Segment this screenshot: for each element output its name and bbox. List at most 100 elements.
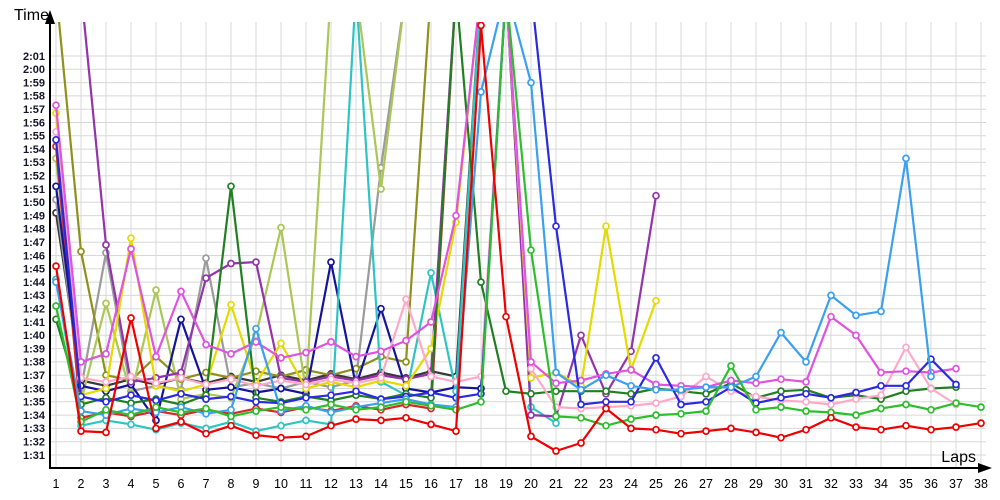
data-point-marker (277, 376, 285, 385)
x-tick-label: 23 (599, 477, 613, 491)
x-axis-tick-labels: 1 2 3 4 5 6 7 8 9 10 11 12 13 14 15 16 17 18 19 20 21 22 23 24 2… (53, 477, 988, 491)
data-point-marker (527, 246, 535, 255)
x-tick-label: 22 (574, 477, 588, 491)
x-tick-label: 14 (374, 477, 388, 491)
data-point-marker (377, 374, 385, 382)
data-point-marker (427, 372, 435, 381)
data-point-marker (977, 403, 985, 411)
data-point-marker (852, 395, 860, 403)
y-tick-label: 1:52 (23, 171, 45, 183)
x-tick-label: 33 (849, 477, 863, 491)
data-point-marker (152, 286, 160, 294)
data-point-marker (202, 429, 210, 438)
data-point-marker (277, 339, 285, 348)
data-point-marker (727, 376, 735, 385)
data-point-marker (602, 387, 610, 396)
data-point-marker (577, 331, 585, 340)
data-point-marker (127, 404, 135, 413)
data-point-marker (727, 362, 735, 370)
x-tick-label: 36 (924, 477, 938, 491)
data-point-marker (702, 397, 710, 406)
data-point-marker (227, 300, 235, 309)
data-point-marker (777, 393, 785, 402)
data-point-marker (102, 299, 110, 308)
x-tick-label: 32 (824, 477, 838, 491)
x-tick-label: 30 (774, 477, 788, 491)
x-tick-label: 37 (949, 477, 963, 491)
x-tick-label: 26 (674, 477, 688, 491)
x-tick-label: 21 (549, 477, 563, 491)
data-point-marker (577, 413, 585, 422)
data-point-marker (177, 374, 185, 382)
data-point-marker (602, 397, 610, 406)
data-point-marker (202, 254, 210, 263)
data-point-marker (102, 350, 110, 358)
x-tick-label: 15 (399, 477, 413, 491)
data-point-marker (227, 375, 235, 384)
data-point-marker (77, 247, 85, 256)
data-point-marker (227, 405, 235, 414)
data-point-marker (677, 409, 685, 418)
data-point-marker (777, 433, 785, 442)
data-point-marker (777, 375, 785, 384)
x-tick-label: 10 (274, 477, 288, 491)
data-point-marker (602, 404, 610, 413)
data-point-marker (652, 399, 660, 407)
data-point-marker (902, 400, 910, 409)
x-tick-label: 24 (624, 477, 638, 491)
data-point-marker (652, 296, 660, 305)
data-point-marker (777, 328, 785, 337)
y-tick-label: 1:37 (23, 370, 45, 382)
data-point-marker (602, 371, 610, 380)
data-point-marker (727, 383, 735, 392)
data-point-marker (302, 405, 310, 414)
data-point-marker (602, 421, 610, 430)
data-point-marker (952, 423, 960, 431)
y-tick-label: 1:44 (23, 277, 46, 289)
data-point-marker (327, 408, 335, 417)
data-point-marker (227, 259, 235, 268)
x-tick-label: 27 (699, 477, 713, 491)
data-point-marker (277, 433, 285, 442)
data-point-marker (827, 413, 835, 422)
data-point-marker (202, 395, 210, 403)
y-tick-label: 1:53 (23, 157, 45, 169)
data-point-marker (827, 400, 835, 409)
data-point-marker (652, 411, 660, 419)
y-tick-label: 1:58 (23, 91, 45, 103)
data-point-marker (327, 400, 335, 409)
data-point-marker (677, 400, 685, 409)
data-point-marker (52, 302, 60, 310)
data-point-marker (277, 354, 285, 362)
data-point-marker (227, 350, 235, 358)
data-point-marker (252, 338, 260, 346)
data-point-marker (627, 415, 635, 423)
y-tick-label: 1:48 (23, 224, 45, 236)
data-point-marker (302, 393, 310, 402)
data-point-marker (102, 405, 110, 414)
x-tick-label: 29 (749, 477, 763, 491)
data-point-marker (102, 378, 110, 386)
data-point-marker (252, 381, 260, 390)
data-point-marker (477, 278, 485, 286)
data-point-marker (927, 372, 935, 381)
data-point-marker (177, 417, 185, 426)
data-point-marker (902, 421, 910, 430)
y-tick-label: 1:59 (23, 77, 45, 89)
x-tick-label: 12 (324, 477, 338, 491)
x-tick-label: 7 (203, 477, 210, 491)
data-point-marker (152, 424, 160, 433)
data-point-marker (177, 408, 185, 417)
x-tick-label: 9 (253, 477, 260, 491)
data-point-marker (852, 331, 860, 340)
data-point-marker (827, 312, 835, 321)
y-tick-label: 1:57 (23, 104, 45, 116)
data-point-marker (652, 385, 660, 394)
x-tick-label: 20 (524, 477, 538, 491)
data-point-marker (402, 295, 410, 304)
series-group (52, 22, 985, 455)
data-point-marker (252, 431, 260, 439)
data-point-marker (127, 234, 135, 243)
data-point-marker (477, 88, 485, 96)
